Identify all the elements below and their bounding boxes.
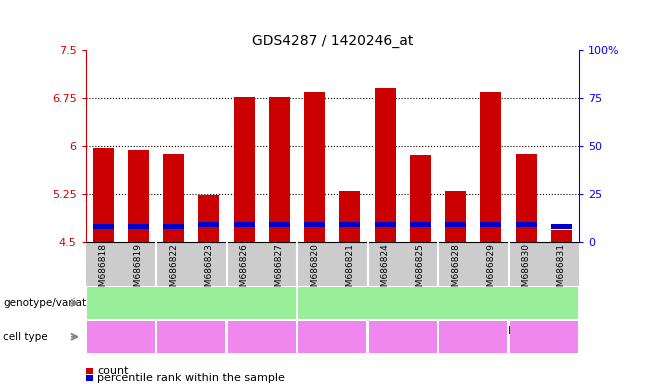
Text: GMP: GMP bbox=[461, 332, 486, 342]
Text: percentile rank within the sample: percentile rank within the sample bbox=[97, 373, 286, 383]
Bar bbox=[445, 222, 467, 227]
Bar bbox=[340, 222, 361, 227]
Bar bbox=[551, 230, 572, 242]
Text: wild type: wild type bbox=[164, 296, 218, 310]
Bar bbox=[480, 92, 501, 242]
Bar bbox=[516, 222, 537, 227]
Text: CMP: CMP bbox=[391, 332, 415, 342]
Text: count: count bbox=[97, 366, 129, 376]
Bar bbox=[234, 97, 255, 242]
Bar bbox=[198, 195, 220, 242]
Bar bbox=[128, 150, 149, 242]
Bar bbox=[340, 191, 361, 242]
Bar bbox=[304, 91, 325, 242]
Bar bbox=[269, 222, 290, 227]
Bar bbox=[93, 224, 114, 229]
Bar bbox=[410, 222, 431, 227]
Bar bbox=[86, 368, 93, 374]
Text: TET2 knockout: TET2 knockout bbox=[395, 296, 482, 310]
Bar bbox=[93, 148, 114, 242]
Text: genotype/variation: genotype/variation bbox=[3, 298, 103, 308]
Text: GMP: GMP bbox=[249, 332, 274, 342]
Bar bbox=[163, 154, 184, 242]
Text: LSK CD150+
sorted: LSK CD150+ sorted bbox=[509, 326, 579, 348]
Bar bbox=[198, 222, 220, 227]
Bar bbox=[551, 224, 572, 229]
Bar bbox=[410, 155, 431, 242]
Bar bbox=[269, 97, 290, 242]
Bar bbox=[480, 222, 501, 227]
Text: CMP: CMP bbox=[179, 332, 203, 342]
Text: cell type: cell type bbox=[3, 332, 48, 342]
Text: LSK: LSK bbox=[322, 332, 343, 342]
Bar bbox=[86, 375, 93, 381]
Bar bbox=[234, 222, 255, 227]
Bar bbox=[374, 222, 395, 227]
Bar bbox=[374, 88, 395, 242]
Bar bbox=[128, 224, 149, 229]
Bar bbox=[304, 222, 325, 227]
Title: GDS4287 / 1420246_at: GDS4287 / 1420246_at bbox=[251, 33, 413, 48]
Bar bbox=[445, 191, 467, 242]
Text: LSK: LSK bbox=[111, 332, 131, 342]
Bar bbox=[163, 224, 184, 229]
Bar bbox=[516, 154, 537, 242]
